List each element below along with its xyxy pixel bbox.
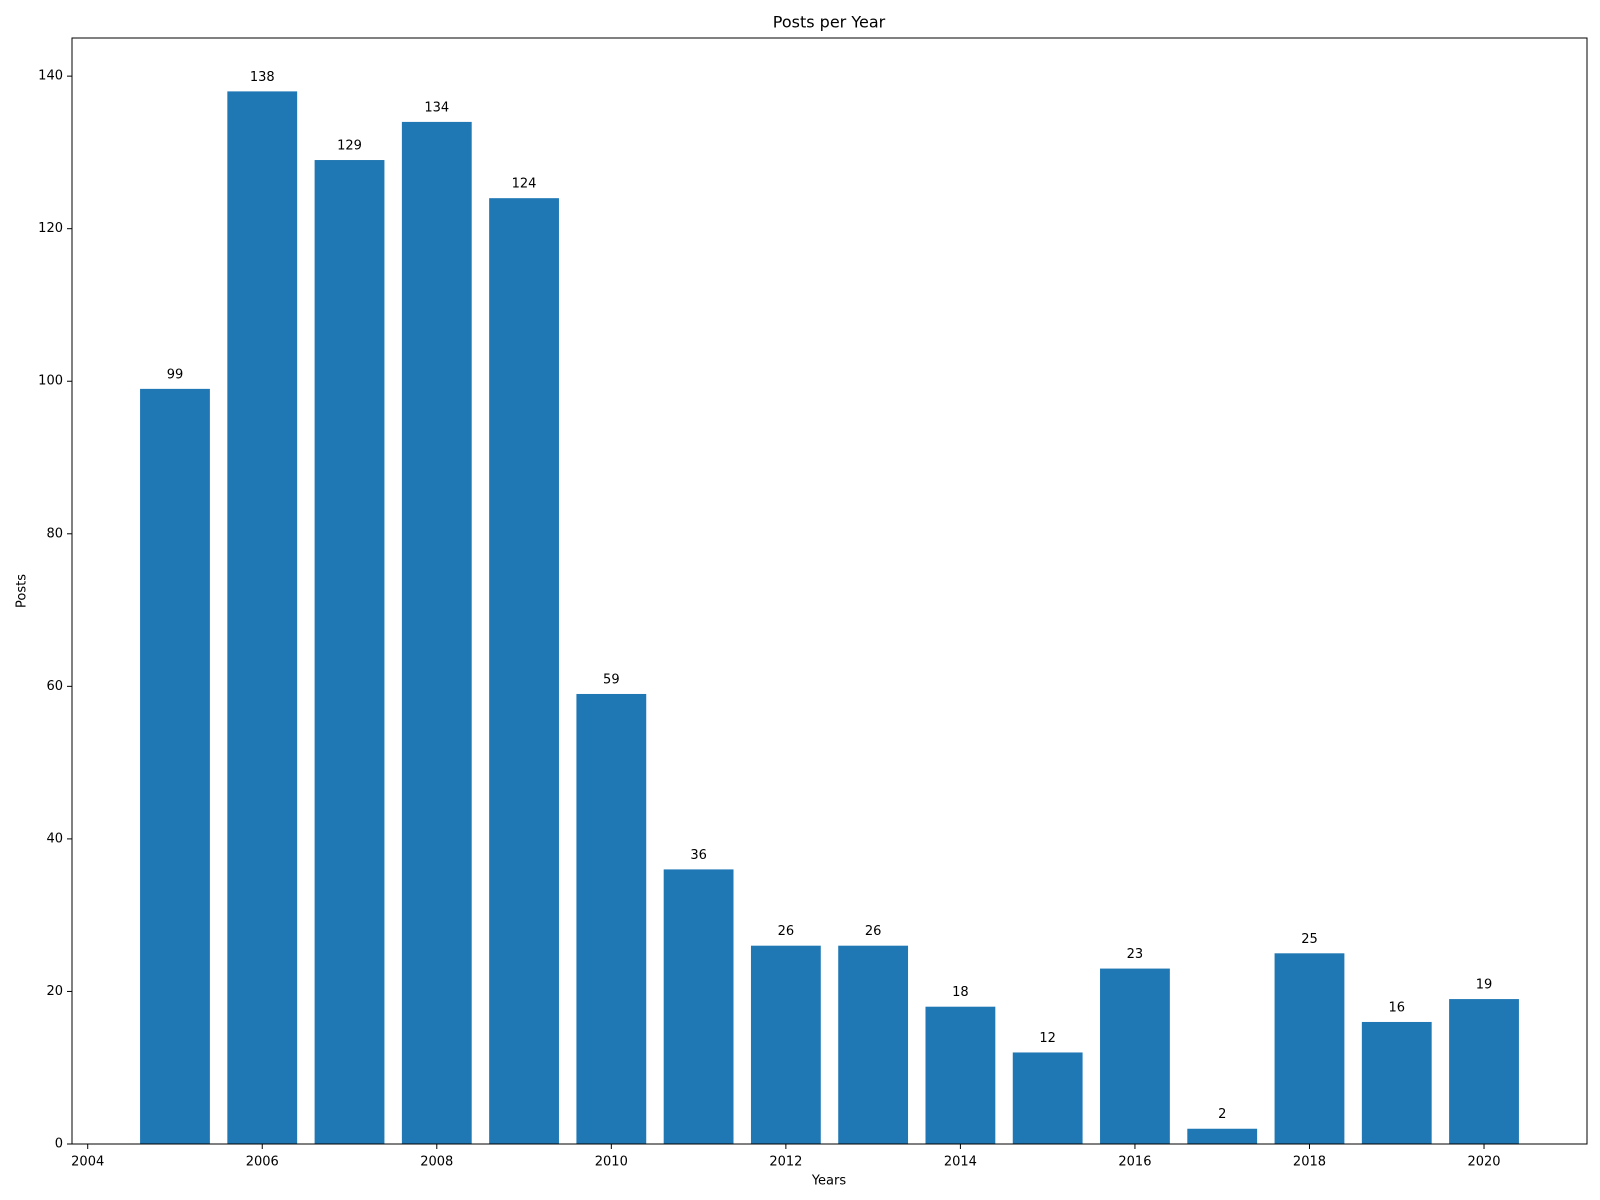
bar [838,945,909,1144]
bar [1187,1128,1258,1144]
bar [1449,999,1519,1144]
x-tick-label: 2004 [71,1155,104,1170]
y-tick-label: 80 [46,526,63,541]
value-label: 134 [424,100,449,115]
bar [1361,1021,1432,1144]
value-label: 2 [1218,1107,1226,1122]
value-label: 23 [1127,947,1144,962]
x-tick-label: 2008 [420,1155,453,1170]
value-label: 138 [250,70,275,85]
y-tick-label: 60 [46,679,63,694]
bar [140,388,210,1144]
bar [925,1006,996,1144]
x-tick-label: 2020 [1467,1155,1500,1170]
x-tick-label: 2018 [1293,1155,1326,1170]
y-tick-label: 40 [46,831,63,846]
value-label: 26 [865,924,882,939]
bar [227,91,298,1145]
bar [314,160,385,1144]
x-tick-label: 2014 [944,1155,977,1170]
value-label: 25 [1301,932,1318,947]
bar [1274,953,1345,1144]
bar [1100,968,1170,1144]
bar [576,693,647,1144]
value-label: 19 [1476,978,1493,993]
value-label: 129 [337,139,362,154]
x-axis-label: Years [811,1174,847,1189]
bar [401,121,472,1145]
value-label: 59 [603,672,620,687]
value-label: 26 [778,924,795,939]
value-label: 99 [167,367,184,382]
bar [750,945,821,1144]
y-axis-label: Posts [15,574,30,608]
x-tick-label: 2006 [246,1155,279,1170]
y-tick-label: 0 [55,1137,63,1152]
plot-frame [71,37,1588,1145]
value-label: 16 [1388,1000,1405,1015]
chart-title: Posts per Year [773,13,886,32]
y-tick-label: 100 [38,374,63,389]
y-tick-label: 120 [38,221,63,236]
value-label: 12 [1039,1031,1056,1046]
bar [489,198,559,1144]
x-tick-label: 2012 [769,1155,802,1170]
value-label: 124 [512,177,537,192]
y-tick-label: 20 [46,984,63,999]
value-label: 36 [690,848,707,863]
value-label: 18 [952,985,969,1000]
x-tick-label: 2010 [595,1155,628,1170]
bar [1012,1052,1083,1144]
x-tick-label: 2016 [1118,1155,1151,1170]
bar [663,869,734,1144]
y-tick-label: 140 [38,69,63,84]
